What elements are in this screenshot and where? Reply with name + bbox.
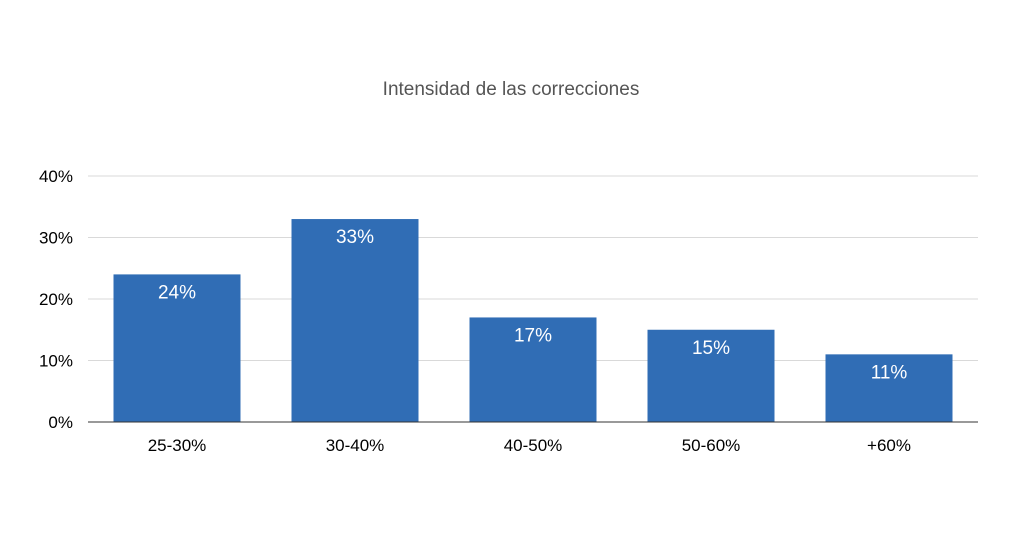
bars (113, 219, 953, 422)
chart-title: Intensidad de las correcciones (383, 79, 640, 100)
y-tick-label: 30% (39, 229, 73, 248)
data-label: 17% (514, 325, 552, 346)
bar (113, 274, 241, 422)
y-tick-label: 40% (39, 167, 73, 186)
x-tick-label: 50-60% (682, 436, 741, 455)
data-label: 33% (336, 227, 374, 248)
data-labels: 24% 33% 17% 15% 11% (158, 227, 907, 383)
x-tick-label: 40-50% (504, 436, 563, 455)
x-tick-label: 30-40% (326, 436, 385, 455)
bar (469, 317, 597, 422)
y-tick-label: 0% (48, 413, 73, 432)
bar (647, 329, 775, 422)
x-tick-label: 25-30% (148, 436, 207, 455)
bar (825, 354, 953, 422)
data-label: 11% (871, 362, 908, 383)
y-tick-label: 10% (39, 352, 73, 371)
y-axis-ticks: 0% 10% 20% 30% 40% (39, 167, 73, 432)
x-axis-ticks: 25-30% 30-40% 40-50% 50-60% +60% (148, 436, 911, 455)
x-tick-label: +60% (867, 436, 911, 455)
bar (291, 219, 419, 422)
y-tick-label: 20% (39, 290, 73, 309)
data-label: 24% (158, 282, 196, 303)
data-label: 15% (692, 338, 730, 359)
